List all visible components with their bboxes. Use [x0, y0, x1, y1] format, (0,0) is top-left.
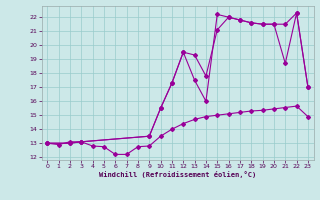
- X-axis label: Windchill (Refroidissement éolien,°C): Windchill (Refroidissement éolien,°C): [99, 171, 256, 178]
